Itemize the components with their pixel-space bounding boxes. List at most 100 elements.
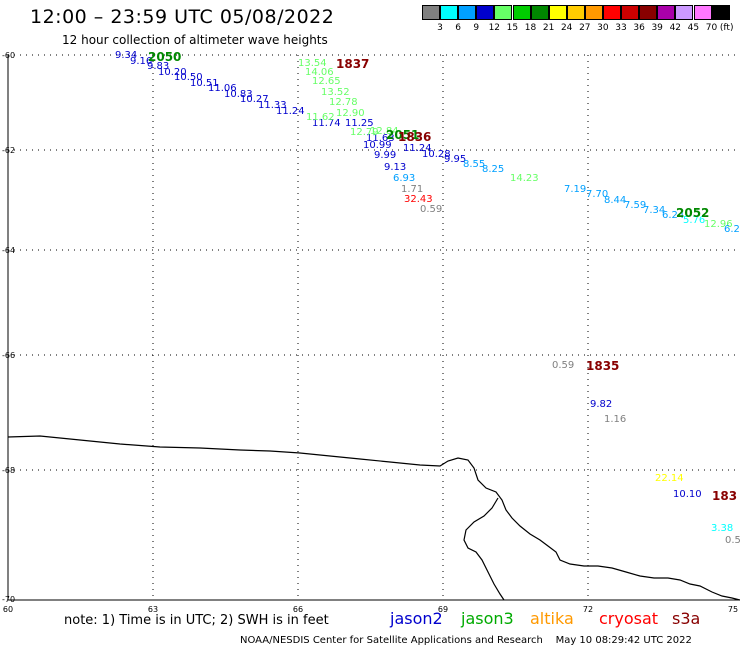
legend-swatch xyxy=(476,5,495,20)
longitude-label: 66 xyxy=(293,605,303,614)
legend-swatch xyxy=(440,5,459,20)
wave-height-label: 11.25 xyxy=(345,118,374,129)
latitude-label: -68 xyxy=(2,466,15,475)
wave-height-label: 12.78 xyxy=(329,97,358,108)
pass-time-label: 1836 xyxy=(398,130,431,144)
wave-height-label: 9.16 xyxy=(130,56,152,67)
legend-swatch xyxy=(603,5,621,20)
legend-swatch xyxy=(566,5,585,20)
wave-height-label: 9.34 xyxy=(115,50,137,61)
legend-label: 6 xyxy=(455,23,461,33)
wave-height-label: 14.06 xyxy=(305,67,334,78)
wave-height-label: 0.59 xyxy=(552,360,574,371)
wave-height-label: 8.25 xyxy=(482,164,504,175)
legend-label: 70 xyxy=(705,23,718,33)
satellite-name: altika xyxy=(530,609,574,628)
wave-height-label: 10.99 xyxy=(363,140,392,151)
wave-height-label: 5.76 xyxy=(683,215,705,226)
wave-height-label: 12.96 xyxy=(704,219,733,230)
wave-height-label: 11.24 xyxy=(403,143,432,154)
legend-swatch xyxy=(675,5,694,20)
latitude-tick-labels: -60 -62 -64 -66 -68 -70 xyxy=(2,51,15,604)
wave-height-label: 11.06 xyxy=(208,83,237,94)
legend-swatch xyxy=(512,5,531,20)
latitude-label: -70 xyxy=(2,595,15,604)
footer-note: note: 1) Time is in UTC; 2) SWH is in fe… xyxy=(64,613,329,628)
wave-height-label: 9.83 xyxy=(147,61,169,72)
longitude-label: 63 xyxy=(148,605,158,614)
satellite-name: jason3 xyxy=(461,609,514,628)
coastline xyxy=(7,435,740,601)
wave-height-label: 9.82 xyxy=(590,399,612,410)
wave-height-label: 7.59 xyxy=(624,200,646,211)
latitude-label: -64 xyxy=(2,246,15,255)
legend-label: 33 xyxy=(615,23,627,33)
map-frame xyxy=(7,55,740,601)
satellite-name: jason2 xyxy=(390,609,443,628)
wave-height-label: 32.43 xyxy=(404,194,433,205)
pass-time-label: 2052 xyxy=(676,206,709,220)
wave-height-label: 13.52 xyxy=(321,87,350,98)
wave-height-label: 11.24 xyxy=(276,106,305,117)
legend-swatch xyxy=(458,5,477,20)
wave-height-label: 7.34 xyxy=(643,205,665,216)
wave-height-label: 11.62 xyxy=(306,112,335,123)
pass-time-label: 2051 xyxy=(386,128,419,142)
wave-height-label: 1.71 xyxy=(401,184,423,195)
wave-height-label: 11.63 xyxy=(366,133,395,144)
legend-swatch xyxy=(422,5,440,20)
wave-height-label: 22.14 xyxy=(655,473,684,484)
wave-height-label: 8.55 xyxy=(463,159,485,170)
wave-height-label: 10.50 xyxy=(174,72,203,83)
wave-height-label: 14.23 xyxy=(510,173,539,184)
legend-swatch xyxy=(621,5,640,20)
longitude-label: 75 xyxy=(728,605,738,614)
legend-swatch xyxy=(494,5,513,20)
legend-label: 9 xyxy=(473,23,480,33)
wave-height-label: 8.44 xyxy=(604,195,626,206)
pass-time-label: 183 xyxy=(712,489,737,503)
latitude-label: -60 xyxy=(2,51,15,60)
legend-swatch xyxy=(548,5,567,20)
legend-label: 21 xyxy=(542,23,555,33)
wave-height-label: 7.70 xyxy=(586,189,608,200)
pass-time-label: 2050 xyxy=(148,50,181,64)
wave-height-label: 11.74 xyxy=(312,118,341,129)
wave-height-label: 6.2 xyxy=(724,224,740,235)
latitude-label: -66 xyxy=(2,351,15,360)
wave-height-label: 9.99 xyxy=(374,150,396,161)
legend-label: 36 xyxy=(633,23,645,33)
wave-height-label: 10.83 xyxy=(224,89,253,100)
wave-height-label: 12.90 xyxy=(336,108,365,119)
satellite-name: s3a xyxy=(672,609,701,628)
wave-height-label: 3.38 xyxy=(711,523,733,534)
legend-swatch xyxy=(657,5,676,20)
legend-label: 15 xyxy=(506,23,519,33)
credit-text: NOAA/NESDIS Center for Satellite Applica… xyxy=(240,635,543,646)
pass-time-label: 1835 xyxy=(586,359,619,373)
wave-height-label: 10.51 xyxy=(190,78,219,89)
wave-height-label: 7.19 xyxy=(564,184,586,195)
wave-height-label: 10.10 xyxy=(673,489,702,500)
legend-swatch xyxy=(639,5,658,20)
longitude-label: 72 xyxy=(583,605,593,614)
wave-height-label: 12.79 xyxy=(350,127,379,138)
legend-label: 27 xyxy=(579,23,591,33)
wave-height-label: 10.27 xyxy=(240,94,269,105)
generated-timestamp: May 10 08:29:42 UTC 2022 xyxy=(555,635,692,646)
legend-label: 30 xyxy=(597,23,609,33)
legend-label: 45 xyxy=(687,23,700,33)
credit-line: NOAA/NESDIS Center for Satellite Applica… xyxy=(240,635,692,646)
legend-label: 24 xyxy=(560,23,573,33)
pass-time-label: 1837 xyxy=(336,57,369,71)
gridlines xyxy=(8,54,740,600)
legend-label: 3 xyxy=(437,23,443,33)
wave-height-label: 12.84 xyxy=(370,126,399,137)
legend-swatch xyxy=(530,5,549,20)
legend-swatch xyxy=(693,5,712,20)
map-subtitle: 12 hour collection of altimeter wave hei… xyxy=(62,33,328,47)
legend-label: 12 xyxy=(488,23,501,33)
latitude-label: -62 xyxy=(2,146,15,155)
